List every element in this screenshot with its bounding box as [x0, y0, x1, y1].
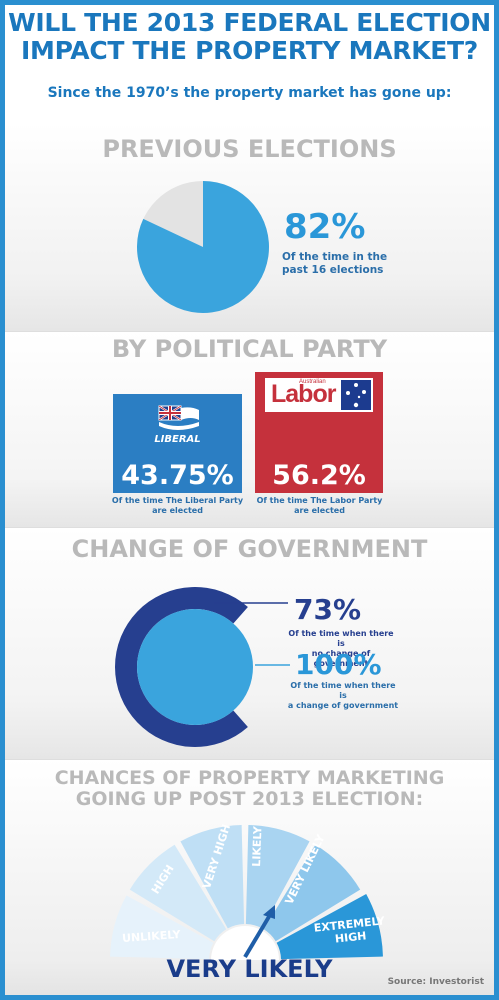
caption-line: no change of government — [311, 649, 371, 668]
liberal-logo-icon — [158, 405, 199, 430]
title-line-2: IMPACT THE PROPERTY MARKET? — [20, 36, 478, 65]
caption-line: Of the time The Liberal Party — [111, 496, 244, 505]
caption-line: Of the time when there is — [290, 681, 396, 700]
title-line-1: WILL THE 2013 FEDERAL ELECTION — [8, 8, 491, 37]
dial-segment-extremely-high — [276, 894, 383, 960]
divider — [5, 527, 494, 528]
dial-segment-unlikely — [110, 895, 214, 960]
no-change-ring-73 — [115, 587, 248, 747]
change-of-government-title: CHANGE OF GOVERNMENT — [71, 535, 428, 563]
liberal-party-box: LIBERAL 43.75% — [113, 394, 242, 493]
dial-label-likely: LIKELY — [250, 826, 265, 867]
liberal-logo-text: LIBERAL — [154, 434, 201, 445]
page-title: WILL THE 2013 FEDERAL ELECTION IMPACT TH… — [5, 9, 494, 65]
change-of-government-chart — [115, 587, 290, 747]
change-circle-100 — [137, 609, 253, 725]
caption-line: Of the time in the — [282, 251, 388, 263]
dial-needle-tip — [263, 905, 275, 919]
page-subtitle: Since the 1970’s the property market has… — [47, 85, 452, 101]
labor-logo-small-text: Australian — [299, 379, 326, 385]
previous-elections-pie — [136, 181, 269, 313]
labor-percent: 56.2% — [272, 460, 366, 491]
liberal-caption: Of the time The Liberal Party are electe… — [101, 496, 254, 516]
labor-logo: Australian Labor — [265, 378, 373, 412]
caption-line: are elected — [294, 506, 345, 515]
caption-line: Of the time The Labor Party — [256, 496, 383, 505]
labor-logo-text: Labor — [271, 380, 336, 408]
chances-title: CHANCES OF PROPERTY MARKETING GOING UP P… — [5, 768, 494, 810]
by-party-section — [5, 331, 494, 527]
previous-elections-caption: Of the time in the past 16 elections — [282, 251, 387, 277]
no-change-caption: Of the time when there is no change of g… — [285, 629, 397, 669]
chances-title-line-1: CHANCES OF PROPERTY MARKETING — [54, 767, 445, 789]
divider — [5, 331, 494, 332]
pie-slice-82 — [136, 181, 269, 313]
southern-cross-icon — [341, 380, 371, 410]
caption-line: past 16 elections — [282, 264, 384, 276]
chances-title-line-2: GOING UP POST 2013 ELECTION: — [75, 788, 424, 810]
dial-segment-very-high — [180, 825, 245, 929]
labor-party-box: Australian Labor 56.2% — [255, 372, 383, 493]
previous-elections-title: PREVIOUS ELECTIONS — [102, 135, 397, 163]
previous-elections-percent: 82% — [284, 207, 366, 247]
no-change-percent: 73% — [294, 593, 362, 626]
dial-segment-high — [129, 844, 227, 942]
caption-line: Of the time when there is — [288, 629, 394, 648]
chances-result: VERY LIKELY — [166, 955, 333, 983]
labor-caption: Of the time The Labor Party are elected — [243, 496, 396, 516]
dial-segment-very-likely — [263, 844, 361, 942]
change-caption: Of the time when there is a change of go… — [287, 681, 399, 711]
by-party-title: BY POLITICAL PARTY — [111, 335, 388, 363]
dial-hub — [211, 926, 279, 960]
caption-line: are elected — [152, 506, 203, 515]
change-percent: 100% — [295, 648, 382, 681]
source-credit: Source: Investorist — [387, 977, 484, 987]
change-of-government-section — [5, 527, 494, 759]
dial-segment-likely — [245, 825, 310, 929]
caption-line: a change of government — [287, 701, 399, 710]
divider — [5, 759, 494, 760]
dial-needle — [243, 913, 272, 959]
chances-dial — [110, 825, 383, 960]
liberal-percent: 43.75% — [121, 460, 234, 491]
